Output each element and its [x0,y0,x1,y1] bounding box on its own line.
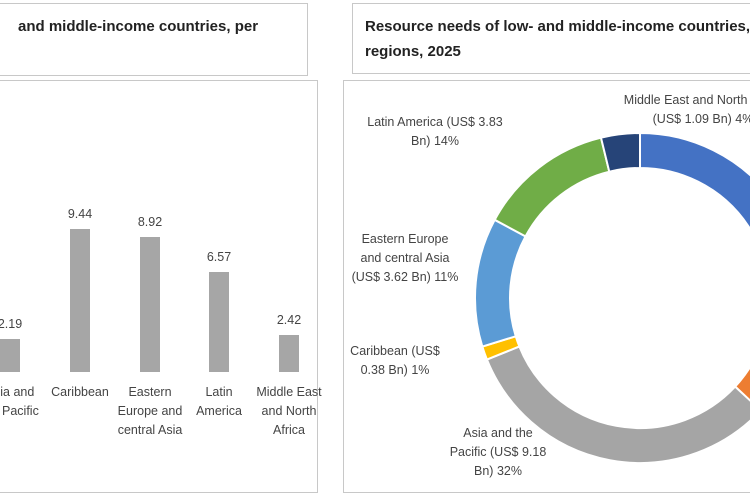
left-title-box [0,3,308,76]
bar [140,236,160,372]
left-panel [0,80,318,493]
x-tick-label: Eastern Europe and central Asia [117,385,183,437]
bar [209,272,229,372]
value-label: 6.57 [206,250,232,265]
value-label: (US$ 0.38 Bn) 1% [360,344,440,377]
category-label: Eastern Europe and central Asia [360,232,450,265]
x-tick-label: Middle East and North Africa [256,385,322,437]
value-label: 2.19 [0,316,23,331]
value-label: (US$ 3.62 Bn) 11% [351,270,459,284]
value-label: (US$ 1.09 Bn) 4% [652,112,750,126]
data-label: Middle East and North Africa (US$ 1.09 B… [618,91,750,129]
donut-segment [493,136,611,238]
right-panel [343,80,750,493]
value-label: (US$ 9.18 Bn) 32% [474,445,547,478]
bar [70,228,90,372]
data-label: Latin America (US$ 3.83 Bn) 14% [360,113,510,151]
donut-segment [639,131,750,231]
x-tick-label: Latin America [196,385,242,418]
donut-segment [599,131,641,173]
category-label: Asia and the Pacific [449,426,533,459]
bar [0,338,20,372]
value-label: (US$ 3.83 Bn) 14% [411,115,503,148]
bar [279,335,299,372]
category-label: Middle East and North Africa [623,93,750,107]
donut-segment [474,218,527,348]
chart-title: and middle-income countries, per [18,18,259,35]
category-label: Caribbean [350,344,408,358]
value-label: 2.42 [276,313,302,328]
chart-title: Resource needs of low- and middle-income… [365,18,750,60]
right-title-box [352,3,750,74]
value-label: 9.44 [67,206,93,221]
data-label: Asia and the Pacific (US$ 9.18 Bn) 32% [448,424,548,481]
category-label: Latin America [367,115,443,129]
data-label: Eastern Europe and central Asia (US$ 3.6… [350,230,460,287]
data-label: Caribbean (US$ 0.38 Bn) 1% [345,342,445,380]
value-label: 8.92 [137,214,163,229]
x-tick-label: Asia and the Pacific [0,385,39,418]
x-tick-label: Caribbean [51,385,109,399]
